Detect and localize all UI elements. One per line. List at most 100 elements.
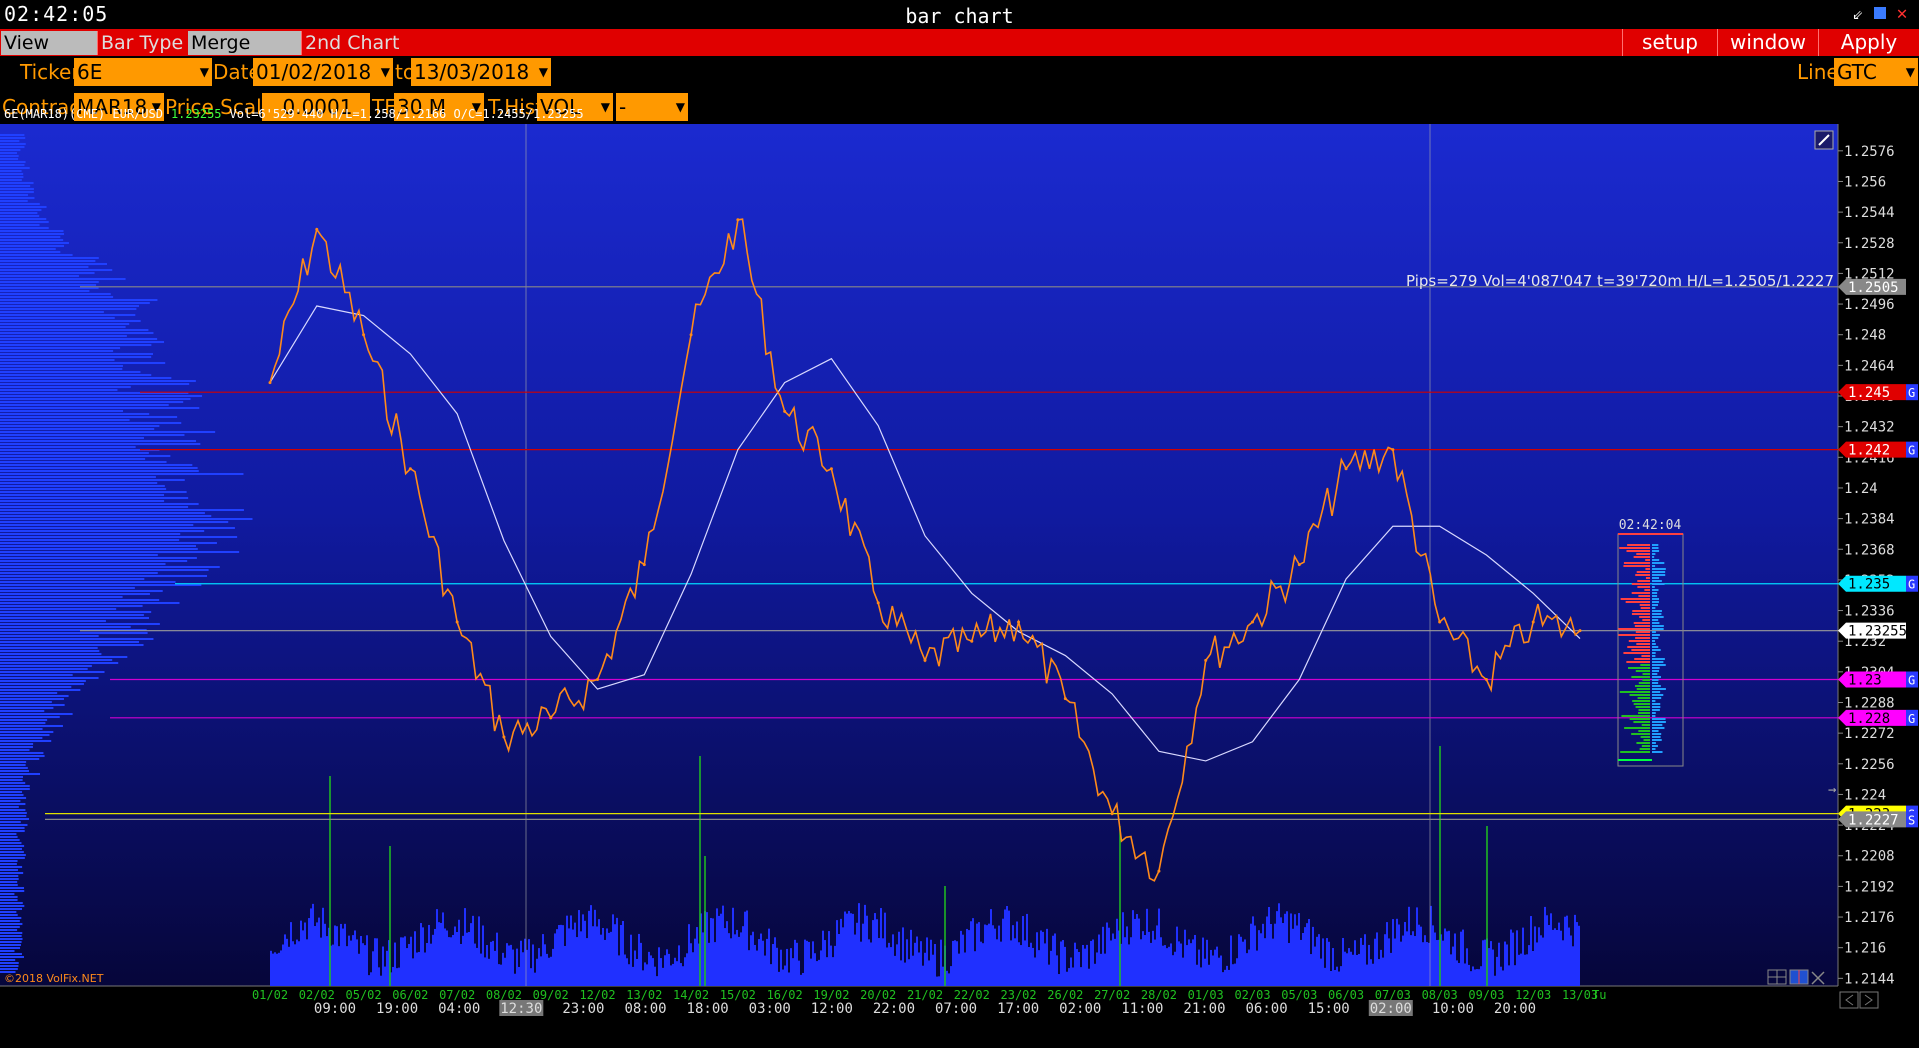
view-dom-button[interactable]: View DOM — [1, 31, 99, 78]
mini-dom-bar — [1652, 703, 1661, 705]
volume-bar — [1054, 933, 1056, 986]
grid-color-icon[interactable] — [1789, 969, 1809, 985]
profile-bar — [0, 482, 158, 484]
volume-bar — [350, 940, 352, 986]
volume-bar — [1248, 949, 1250, 986]
expand-icon[interactable] — [1811, 971, 1825, 985]
volume-bar — [352, 935, 354, 986]
pencil-icon[interactable] — [1814, 130, 1834, 150]
volume-bar — [1462, 929, 1464, 986]
level-tag[interactable]: 1.228 G — [1838, 709, 1918, 727]
price-chart[interactable]: 1.2576 1.256 1.2544 1.2528 1.2512 1.2496 1.248… — [0, 104, 1919, 1048]
ticker-select[interactable]: 6E ▼ — [74, 58, 212, 86]
close-icon[interactable]: ✕ — [1896, 3, 1908, 24]
level-tag[interactable]: 1.23255 — [1838, 622, 1907, 640]
price-scale-field[interactable]: 0.0001 — [262, 93, 370, 121]
merge-contr-button[interactable]: Merge Contr — [188, 31, 303, 78]
volume-bar — [690, 943, 692, 986]
thist-select[interactable]: VOL ▼ — [537, 93, 613, 121]
mini-dom-bar — [1652, 745, 1658, 747]
volume-bar — [644, 962, 646, 986]
volume-bar — [952, 940, 954, 986]
price-point — [783, 409, 787, 413]
extra-select[interactable]: - ▼ — [616, 93, 688, 121]
chevron-down-icon: ▼ — [380, 65, 390, 79]
bar-type-button[interactable]: Bar Type — [97, 31, 192, 55]
volume-bar — [314, 926, 316, 986]
level-tag[interactable]: 1.242 G — [1838, 441, 1918, 459]
volume-bar — [602, 927, 604, 986]
volume-bar — [842, 927, 844, 986]
profile-bar — [0, 350, 114, 352]
apply-button[interactable]: Apply — [1818, 29, 1919, 56]
profile-bar — [0, 272, 95, 274]
contract-select[interactable]: MAR18 ▼ — [74, 93, 164, 121]
mini-dom-bar — [1652, 691, 1661, 693]
volume-bar — [782, 969, 784, 986]
profile-bar — [0, 641, 139, 643]
maximize-icon[interactable] — [1870, 4, 1890, 24]
volume-bar — [1104, 953, 1106, 986]
level-tag[interactable]: 1.2227 S — [1838, 811, 1918, 828]
volume-bar — [1524, 954, 1526, 986]
volume-bar — [794, 939, 796, 986]
volume-bar — [358, 953, 360, 986]
volume-bar — [1570, 935, 1572, 986]
profile-bar — [0, 968, 18, 970]
volume-bar — [656, 976, 658, 986]
volume-bar — [322, 907, 324, 986]
layout-grid-icon[interactable] — [1767, 969, 1787, 985]
volume-bar — [406, 948, 408, 986]
level-tag[interactable]: 1.245 G — [1838, 384, 1918, 401]
scroll-arrows-icon[interactable] — [1839, 991, 1879, 1009]
setup-button[interactable]: setup — [1622, 29, 1717, 56]
window-button[interactable]: window — [1717, 29, 1818, 56]
volume-bar — [1406, 931, 1408, 986]
volume-bar — [1434, 932, 1436, 986]
date-from-field[interactable]: 01/02/2018 ▼ — [253, 58, 393, 86]
volume-bar — [472, 915, 474, 986]
volume-bar — [1392, 919, 1394, 986]
volume-bar — [798, 960, 800, 986]
mini-dom-bar — [1639, 748, 1650, 750]
profile-bar — [0, 374, 152, 376]
date-tick-label: 09/02 — [533, 988, 569, 1002]
level-tag[interactable]: 1.235 G — [1838, 575, 1918, 593]
volume-bar — [1032, 947, 1034, 986]
volume-bar — [1198, 949, 1200, 986]
volume-bar — [750, 935, 752, 986]
minimize-icon[interactable]: ⇙ — [1852, 3, 1864, 24]
level-tag[interactable]: 1.2505 — [1838, 278, 1906, 296]
volume-bar — [574, 922, 576, 986]
volume-bar — [376, 938, 378, 986]
chevron-down-icon: ▼ — [151, 100, 161, 114]
volume-bar — [646, 964, 648, 986]
volume-bar — [404, 936, 406, 986]
volume-bar — [708, 942, 710, 986]
line-select[interactable]: GTC ▼ — [1834, 58, 1918, 86]
volume-bar — [796, 942, 798, 986]
volume-bar — [392, 966, 394, 986]
volume-bar — [536, 958, 538, 986]
volume-bar — [1036, 932, 1038, 986]
volume-bar — [1504, 941, 1506, 986]
volume-bar — [1072, 967, 1074, 986]
profile-bar — [0, 734, 50, 736]
tf-select[interactable]: 30 M ▼ — [394, 93, 484, 121]
volume-bar — [818, 959, 820, 986]
profile-bar — [0, 296, 114, 298]
profile-bar — [0, 776, 24, 778]
date-to-field[interactable]: 13/03/2018 ▼ — [411, 58, 551, 86]
profile-bar — [0, 485, 165, 487]
second-chart-button[interactable]: 2nd Chart — [301, 31, 404, 55]
level-tag[interactable]: 1.23 G — [1838, 671, 1918, 689]
volume-bar — [1300, 939, 1302, 986]
price-tick-label: 1.2512 — [1844, 266, 1895, 282]
volume-bar — [1460, 931, 1462, 986]
volume-bar — [942, 966, 944, 986]
volume-bar — [810, 958, 812, 986]
volume-bar — [828, 931, 830, 986]
volume-bar — [274, 952, 276, 986]
volume-bar — [1152, 930, 1154, 986]
profile-bar — [0, 725, 63, 727]
